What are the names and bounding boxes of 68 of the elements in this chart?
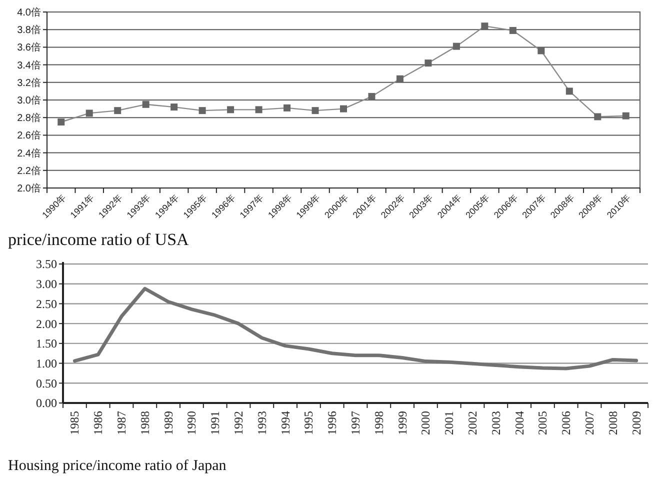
point (594, 113, 602, 120)
x-tick-label: 2005 (536, 411, 550, 435)
x-tick-label: 2009 (629, 411, 644, 435)
text: price/income ratio of USA (8, 230, 190, 249)
point (481, 22, 488, 30)
y-tick-label: 2.6倍 (17, 130, 41, 142)
x-tick-label: 1990 (184, 411, 199, 435)
y-tick-label: 1.00 (36, 356, 57, 370)
x-tick-label: 2004 (512, 411, 526, 435)
x-tick-label: 2000 (418, 411, 433, 435)
y-tick-label: 2.2倍 (17, 164, 41, 177)
x-tick-label: 2002 (466, 411, 480, 435)
x-tick-label: 1985 (68, 411, 82, 435)
x-tick-label: 2008 (606, 411, 620, 435)
point (114, 107, 122, 114)
point (509, 26, 516, 34)
x-tick-label: 1995 (302, 411, 316, 435)
y-tick-label: 3.4倍 (17, 59, 41, 72)
y-tick-label: 0.50 (36, 376, 57, 390)
point (368, 92, 376, 100)
x-tick-label: 1987 (114, 411, 128, 435)
x-tick-label: 2006 (559, 411, 574, 435)
x-tick-label: 1992 (232, 411, 246, 435)
point (340, 105, 347, 112)
y-tick-label: 2.0倍 (17, 182, 41, 194)
point (86, 110, 93, 117)
x-tick-label: 1997 (348, 411, 362, 435)
point (58, 118, 65, 126)
x-tick-label: 2001 (442, 411, 456, 435)
y-tick-label: 2.00 (36, 316, 57, 331)
point (227, 106, 234, 114)
point (622, 112, 630, 120)
y-tick-label: 2.8倍 (17, 112, 41, 124)
y-tick-label: 3.50 (36, 257, 57, 272)
y-tick-label: 2.4倍 (17, 147, 41, 160)
x-tick-label: 2003 (488, 411, 503, 435)
y-tick-label: 3.2倍 (17, 76, 41, 89)
x-tick-label: 1991 (208, 411, 222, 435)
y-tick-label: 0.00 (36, 396, 57, 410)
point (255, 106, 262, 114)
y-tick-label: 2.50 (36, 296, 57, 311)
point (312, 107, 319, 114)
y-tick-label: 3.8倍 (17, 24, 41, 36)
x-tick-label: 2007 (582, 411, 596, 435)
point (198, 107, 206, 114)
y-tick-label: 4.0倍 (17, 6, 41, 18)
point (424, 60, 432, 67)
y-tick-label: 1.50 (36, 336, 57, 351)
y-tick-label: 3.6倍 (17, 42, 41, 54)
x-tick-label: 1999 (395, 411, 410, 435)
x-tick-label: 1993 (254, 411, 269, 435)
x-tick-label: 1989 (161, 411, 176, 435)
x-tick-label: 1994 (278, 411, 292, 435)
x-tick-label: 1986 (91, 411, 106, 435)
point (538, 47, 545, 54)
text: Housing price/income ratio of Japan (8, 458, 227, 474)
y-tick-label: 3.00 (36, 277, 57, 292)
point (142, 100, 150, 108)
point (284, 104, 291, 112)
x-tick-label: 1996 (325, 411, 340, 435)
x-tick-label: 1988 (138, 411, 152, 435)
x-tick-label: 1998 (372, 411, 386, 435)
point (452, 42, 460, 50)
y-tick-label: 3.0倍 (17, 94, 41, 106)
point (170, 104, 178, 111)
line-series (72, 286, 638, 370)
point (566, 88, 573, 95)
point (396, 75, 404, 82)
